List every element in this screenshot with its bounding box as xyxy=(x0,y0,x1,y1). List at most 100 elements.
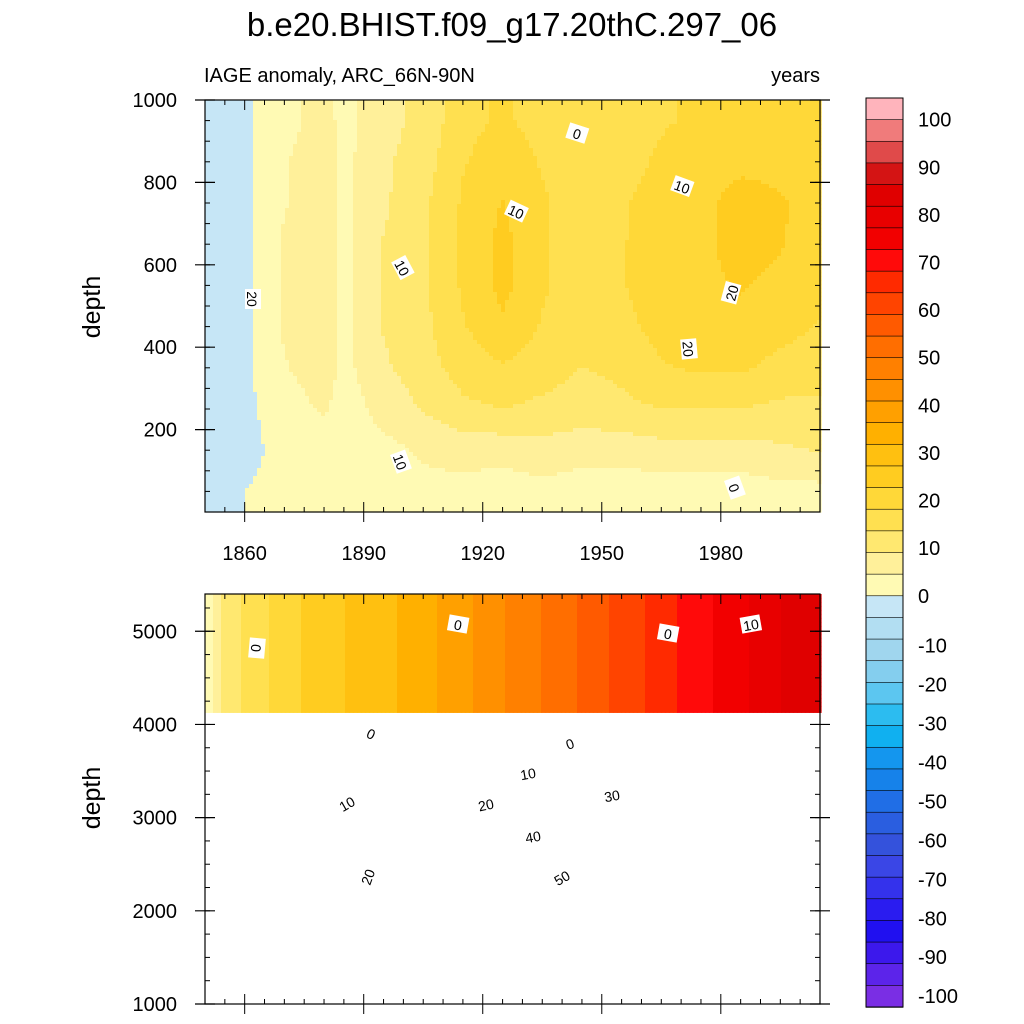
contour-cell xyxy=(805,156,810,161)
contour-cell xyxy=(277,124,282,129)
contour-cell xyxy=(337,136,342,141)
contour-cell xyxy=(593,104,598,109)
contour-cell xyxy=(253,136,258,141)
contour-cell xyxy=(781,164,786,169)
contour-cell xyxy=(305,168,310,173)
contour-cell xyxy=(773,104,778,109)
contour-cell xyxy=(609,136,614,141)
contour-cell xyxy=(269,128,274,133)
contour-cell xyxy=(545,128,550,133)
contour-cell xyxy=(597,100,602,105)
contour-cell xyxy=(557,132,562,137)
contour-cell xyxy=(225,128,230,133)
contour-cell xyxy=(437,124,442,129)
contour-cell xyxy=(341,164,346,169)
contour-cell xyxy=(625,112,630,117)
contour-cell xyxy=(729,128,734,133)
contour-cell xyxy=(657,136,662,141)
contour-cell xyxy=(725,116,730,121)
contour-cell xyxy=(617,160,622,165)
contour-cell xyxy=(681,152,686,157)
contour-cell xyxy=(333,136,338,141)
contour-cell xyxy=(461,128,466,133)
contour-cell xyxy=(709,164,714,169)
contour-cell xyxy=(341,104,346,109)
contour-cell xyxy=(253,148,258,153)
contour-cell xyxy=(485,104,490,109)
contour-cell xyxy=(673,140,678,145)
contour-cell xyxy=(757,108,762,113)
contour-cell xyxy=(545,156,550,161)
contour-cell xyxy=(401,132,406,137)
contour-cell xyxy=(669,104,674,109)
contour-cell xyxy=(729,100,734,105)
contour-cell xyxy=(661,156,666,161)
contour-cell xyxy=(405,124,410,129)
contour-cell xyxy=(325,120,330,125)
contour-cell xyxy=(465,112,470,117)
contour-cell xyxy=(245,136,250,141)
contour-cell xyxy=(653,128,658,133)
contour-cell xyxy=(349,144,354,149)
contour-cell xyxy=(777,120,782,125)
contour-cell xyxy=(425,128,430,133)
contour-cell xyxy=(449,104,454,109)
contour-cell xyxy=(301,160,306,165)
contour-cell xyxy=(757,144,762,149)
contour-cell xyxy=(617,140,622,145)
contour-cell xyxy=(717,164,722,169)
contour-cell xyxy=(717,120,722,125)
contour-cell xyxy=(709,140,714,145)
contour-cell xyxy=(553,132,558,137)
contour-cell xyxy=(725,104,730,109)
contour-cell xyxy=(253,168,258,173)
contour-cell xyxy=(261,128,266,133)
contour-cell xyxy=(333,128,338,133)
contour-cell xyxy=(529,128,534,133)
contour-cell xyxy=(725,164,730,169)
contour-cell xyxy=(565,164,570,169)
contour-cell xyxy=(245,128,250,133)
contour-cell xyxy=(305,148,310,153)
contour-cell xyxy=(817,108,822,113)
contour-cell xyxy=(337,104,342,109)
contour-cell xyxy=(293,128,298,133)
contour-cell xyxy=(269,120,274,125)
contour-cell xyxy=(341,168,346,173)
contour-cell xyxy=(729,108,734,113)
contour-cell xyxy=(429,104,434,109)
contour-cell xyxy=(397,164,402,169)
contour-cell xyxy=(589,108,594,113)
contour-cell xyxy=(677,132,682,137)
contour-cell xyxy=(285,108,290,113)
contour-cell xyxy=(497,156,502,161)
contour-cell xyxy=(629,116,634,121)
contour-cell xyxy=(357,108,362,113)
contour-cell xyxy=(749,120,754,125)
contour-cell xyxy=(701,104,706,109)
contour-cell xyxy=(701,164,706,169)
contour-cell xyxy=(673,104,678,109)
contour-cell xyxy=(285,112,290,117)
contour-cell xyxy=(241,140,246,145)
contour-cell xyxy=(349,124,354,129)
contour-cell xyxy=(337,100,342,105)
contour-cell xyxy=(541,164,546,169)
contour-cell xyxy=(801,120,806,125)
contour-cell xyxy=(801,116,806,121)
contour-cell xyxy=(609,100,614,105)
contour-cell xyxy=(501,156,506,161)
contour-cell xyxy=(481,140,486,145)
contour-cell xyxy=(517,128,522,133)
contour-cell xyxy=(233,168,238,173)
contour-cell xyxy=(237,168,242,173)
contour-cell xyxy=(245,132,250,137)
contour-cell xyxy=(641,152,646,157)
contour-cell xyxy=(733,100,738,105)
contour-cell xyxy=(289,128,294,133)
contour-cell xyxy=(249,132,254,137)
contour-cell xyxy=(329,152,334,157)
contour-cell xyxy=(297,132,302,137)
contour-cell xyxy=(601,112,606,117)
contour-cell xyxy=(269,116,274,121)
